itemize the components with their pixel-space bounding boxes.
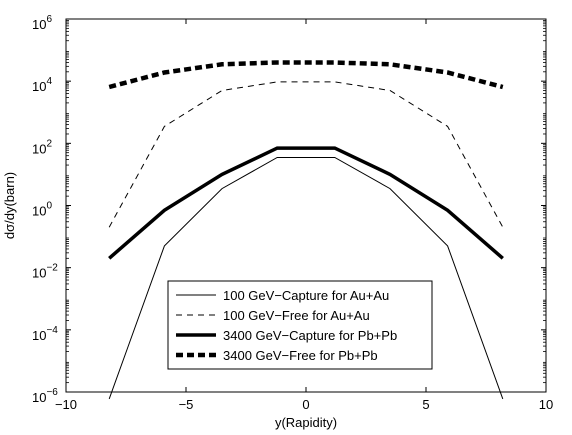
x-axis-label: y(Rapidity)	[275, 415, 337, 430]
legend-entry: 100 GeV−Capture for Au+Au	[223, 288, 389, 303]
y-tick-label: 104	[32, 76, 52, 94]
legend-entry: 3400 GeV−Free for Pb+Pb	[223, 348, 378, 363]
y-tick-label-base: 10	[32, 17, 46, 32]
y-tick-label: 100	[32, 201, 52, 219]
y-tick-label-exponent: 4	[46, 76, 52, 87]
y-tick-label-exponent: 2	[46, 138, 52, 149]
y-tick-label-exponent: 0	[46, 201, 52, 212]
y-tick-label: 10−6	[32, 387, 58, 405]
y-tick-label-base: 10	[32, 266, 46, 281]
legend-entry: 3400 GeV−Capture for Pb+Pb	[223, 328, 397, 343]
y-tick-label-base: 10	[32, 141, 46, 156]
x-tick-label: 5	[422, 397, 429, 412]
series-line-3	[108, 146, 504, 260]
y-axis-label: dσ/dy(barn)	[2, 172, 17, 239]
y-tick-label: 10−2	[32, 263, 58, 281]
y-tick-label-exponent: −4	[46, 325, 58, 336]
y-tick-label-base: 10	[32, 204, 46, 219]
y-tick-label-exponent: 6	[46, 14, 52, 25]
x-tick-label: 10	[539, 397, 553, 412]
y-tick-label-exponent: −2	[46, 263, 58, 274]
y-tick-label: 106	[32, 14, 52, 32]
x-axis-ticks: −10 −5 0 5 10	[55, 19, 553, 412]
x-tick-label: −10	[55, 397, 77, 412]
series-line-1	[108, 157, 504, 400]
y-tick-label: 102	[32, 138, 52, 156]
x-tick-label: −5	[179, 397, 194, 412]
y-tick-label-exponent: −6	[46, 387, 58, 398]
series-layer	[108, 60, 504, 400]
y-tick-label-base: 10	[32, 79, 46, 94]
series-line-2	[108, 81, 504, 228]
series-line-4	[108, 60, 504, 90]
y-tick-label: 10−4	[32, 325, 58, 343]
legend: 100 GeV−Capture for Au+Au 100 GeV−Free fo…	[167, 280, 433, 370]
y-tick-label-base: 10	[32, 328, 46, 343]
legend-entry: 100 GeV−Free for Au+Au	[223, 308, 370, 323]
y-tick-label-base: 10	[32, 390, 46, 405]
x-tick-label: 0	[302, 397, 309, 412]
